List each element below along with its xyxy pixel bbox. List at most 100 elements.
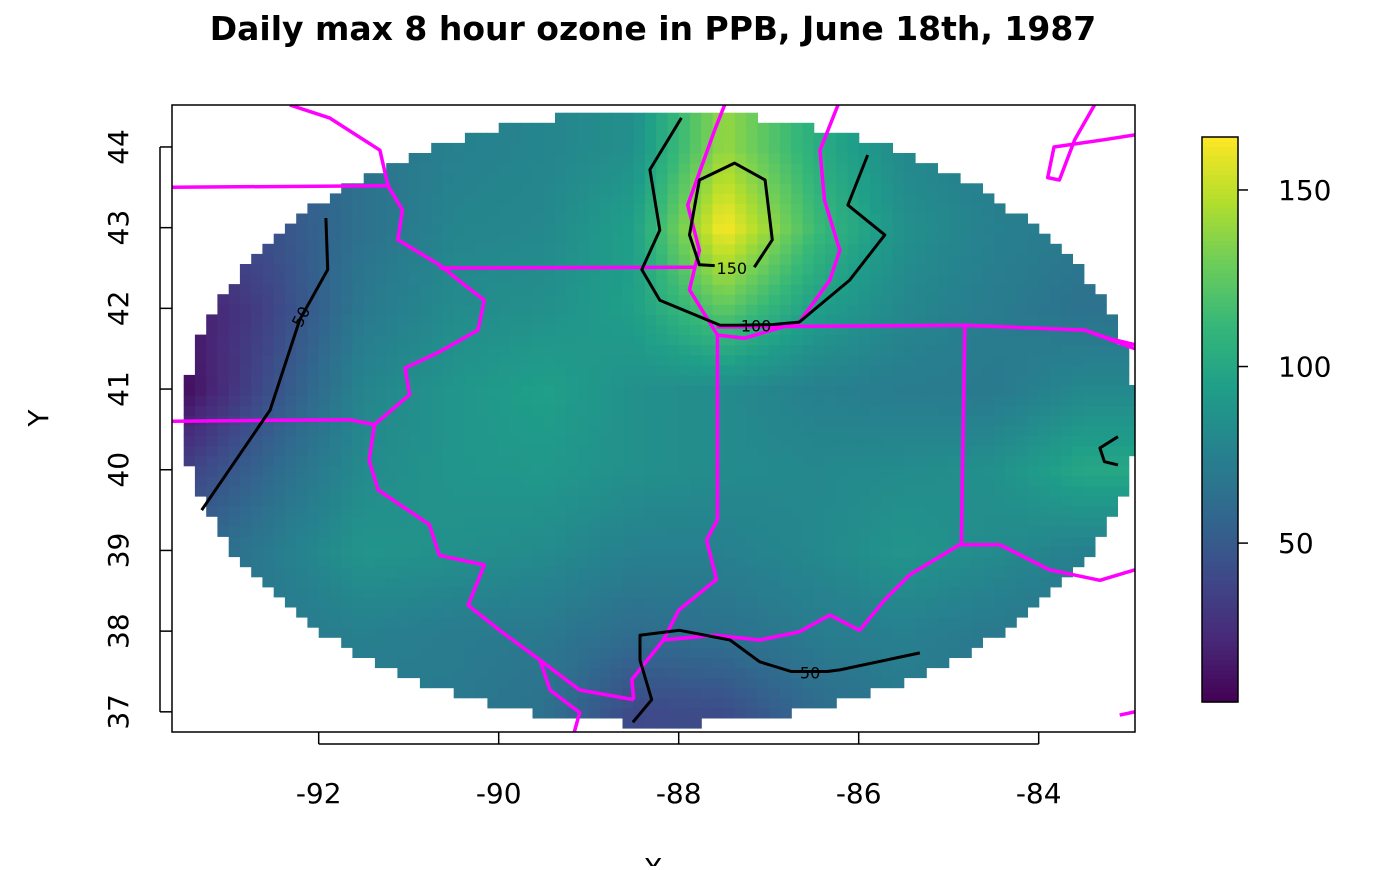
heatmap-cell xyxy=(329,586,342,598)
heatmap-cell xyxy=(690,324,702,336)
heatmap-cell xyxy=(667,344,680,356)
heatmap-cell xyxy=(780,546,792,558)
heatmap-cell xyxy=(903,203,916,215)
heatmap-cell xyxy=(498,415,511,426)
heatmap-cell xyxy=(746,445,758,457)
heatmap-cell xyxy=(431,667,443,679)
heatmap-cell xyxy=(363,324,376,336)
heatmap-cell xyxy=(1095,496,1107,507)
heatmap-cell xyxy=(690,687,702,699)
heatmap-cell xyxy=(543,374,556,386)
heatmap-cell xyxy=(858,435,871,447)
heatmap-cell xyxy=(802,274,815,285)
heatmap-cell xyxy=(746,586,758,598)
heatmap-cell xyxy=(667,405,680,416)
heatmap-cell xyxy=(712,264,725,275)
heatmap-cell xyxy=(915,173,927,184)
heatmap-cell xyxy=(735,344,747,356)
x-tick-label: -86 xyxy=(836,777,882,810)
heatmap-cell xyxy=(577,657,590,669)
heatmap-cell xyxy=(296,536,308,547)
heatmap-cell xyxy=(937,213,950,225)
heatmap-cell xyxy=(363,566,376,578)
heatmap-cell xyxy=(408,203,421,215)
heatmap-cell xyxy=(633,405,646,416)
heatmap-cell xyxy=(408,445,421,457)
heatmap-cell xyxy=(464,536,477,547)
heatmap-cell xyxy=(487,687,500,699)
heatmap-cell xyxy=(937,475,950,487)
heatmap-cell xyxy=(464,526,477,537)
heatmap-cell xyxy=(273,475,286,487)
heatmap-cell xyxy=(1106,385,1118,396)
heatmap-cell xyxy=(892,475,905,487)
heatmap-cell xyxy=(577,627,590,638)
heatmap-cell xyxy=(633,627,646,638)
heatmap-cell xyxy=(509,556,522,568)
heatmap-cell xyxy=(1027,354,1040,366)
heatmap-cell xyxy=(656,314,668,326)
heatmap-cell xyxy=(296,435,308,447)
heatmap-cell xyxy=(566,354,578,366)
heatmap-cell xyxy=(768,223,781,235)
heatmap-cell xyxy=(915,526,927,537)
heatmap-cell xyxy=(656,364,668,376)
heatmap-cell xyxy=(555,687,567,699)
heatmap-cell xyxy=(903,324,916,336)
heatmap-cell xyxy=(971,475,983,487)
heatmap-cell xyxy=(1005,586,1017,598)
heatmap-cell xyxy=(757,324,770,336)
heatmap-cell xyxy=(1106,395,1118,406)
heatmap-cell xyxy=(870,596,882,608)
heatmap-cell xyxy=(622,697,635,709)
heatmap-cell xyxy=(768,506,781,517)
heatmap-cell xyxy=(577,435,590,447)
heatmap-cell xyxy=(1005,223,1017,235)
heatmap-cell xyxy=(374,475,387,487)
heatmap-cell xyxy=(1117,374,1130,386)
heatmap-cell xyxy=(723,606,736,618)
heatmap-cell xyxy=(588,243,601,255)
heatmap-cell xyxy=(645,364,657,376)
heatmap-cell xyxy=(600,223,612,235)
heatmap-cell xyxy=(892,667,905,679)
heatmap-cell xyxy=(1027,516,1040,527)
heatmap-cell xyxy=(1038,274,1051,285)
heatmap-cell xyxy=(453,425,466,437)
heatmap-cell xyxy=(712,586,725,598)
heatmap-cell xyxy=(937,506,950,517)
heatmap-cell xyxy=(768,233,781,245)
heatmap-cell xyxy=(847,475,860,487)
colorbar-segment xyxy=(1202,607,1238,614)
heatmap-cell xyxy=(577,374,590,386)
heatmap-cell xyxy=(442,596,455,608)
heatmap-cell xyxy=(228,475,241,487)
heatmap-cell xyxy=(521,395,533,406)
heatmap-cell xyxy=(971,425,983,437)
heatmap-cell xyxy=(1050,334,1062,346)
heatmap-cell xyxy=(813,324,826,336)
heatmap-cell xyxy=(746,344,758,356)
heatmap-cell xyxy=(881,617,893,628)
heatmap-cell xyxy=(622,122,635,134)
heatmap-cell xyxy=(363,516,376,527)
heatmap-cell xyxy=(915,596,927,608)
heatmap-cell xyxy=(768,606,781,618)
heatmap-cell xyxy=(813,334,826,346)
heatmap-cell xyxy=(858,677,871,689)
heatmap-cell xyxy=(419,546,432,558)
heatmap-cell xyxy=(521,364,533,376)
heatmap-cell xyxy=(667,173,680,184)
heatmap-cell xyxy=(1095,304,1107,315)
heatmap-cell xyxy=(1072,445,1085,457)
heatmap-cell xyxy=(1072,374,1085,386)
heatmap-cell xyxy=(892,455,905,467)
heatmap-cell xyxy=(780,183,792,194)
heatmap-cell xyxy=(948,395,961,406)
heatmap-cell xyxy=(1072,415,1085,426)
heatmap-cell xyxy=(813,374,826,386)
heatmap-cell xyxy=(532,627,545,638)
heatmap-cell xyxy=(307,606,320,618)
heatmap-cell xyxy=(622,264,635,275)
heatmap-cell xyxy=(239,274,252,285)
